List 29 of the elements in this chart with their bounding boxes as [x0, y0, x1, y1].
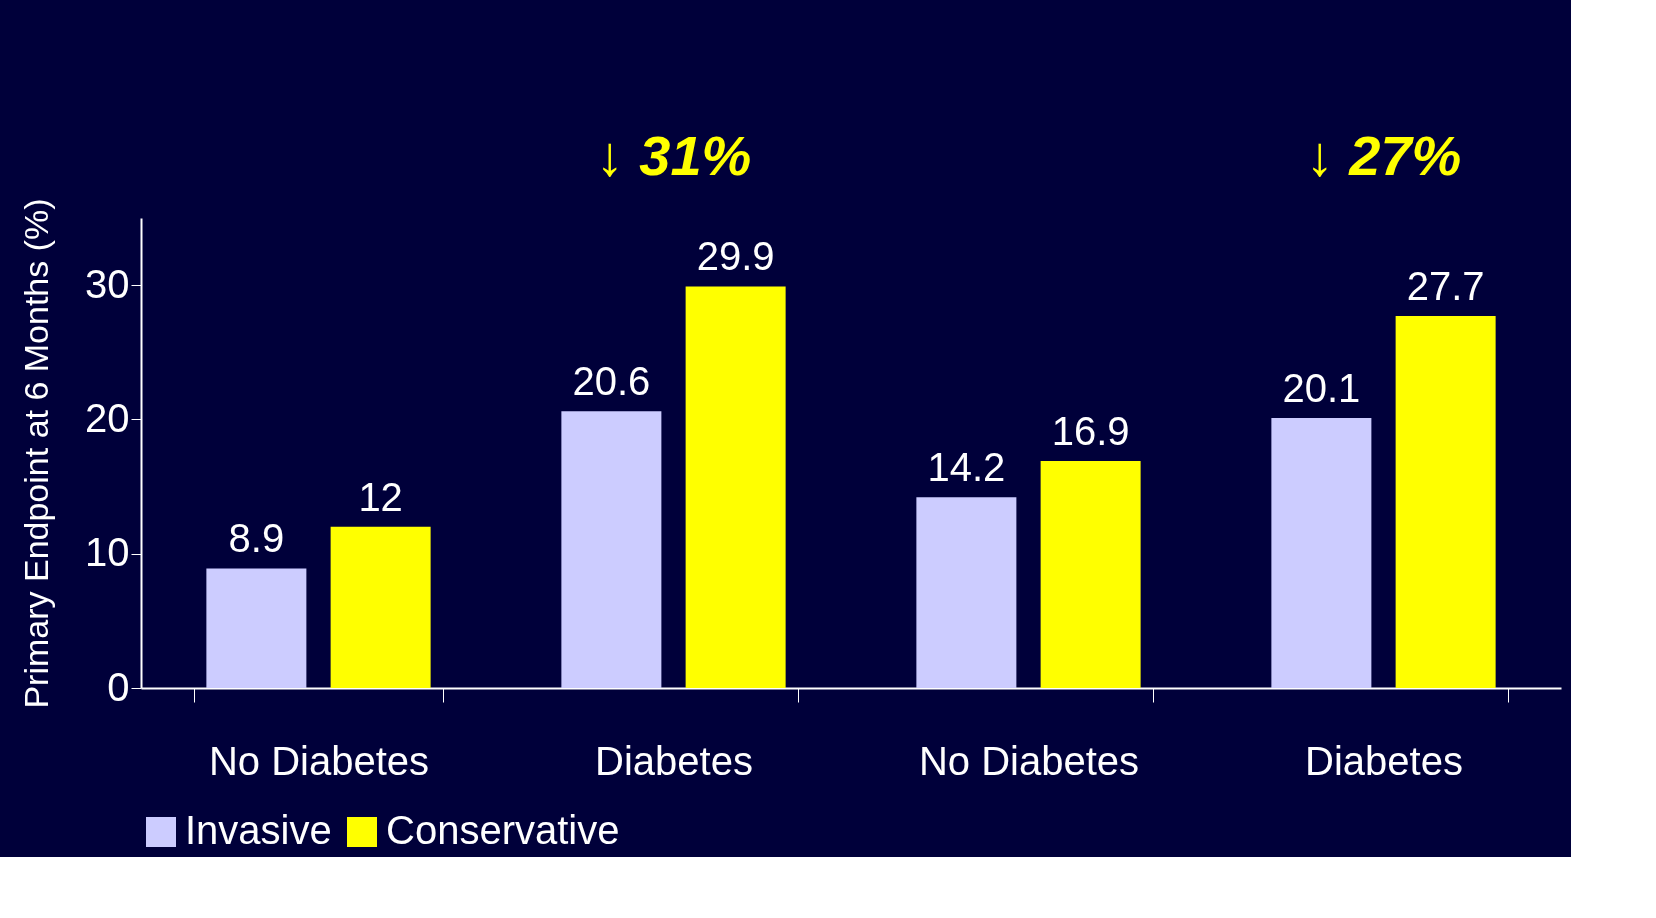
- x-tick-label: Diabetes: [595, 738, 753, 783]
- legend-label: Invasive: [185, 808, 332, 852]
- data-label: 20.1: [1282, 366, 1361, 411]
- y-tick-label: 20: [85, 395, 130, 440]
- data-label: 29.9: [696, 234, 775, 279]
- bar: [206, 568, 307, 688]
- y-tick-label: 0: [107, 664, 130, 709]
- bar: [685, 286, 786, 688]
- legend-label: Conservative: [386, 808, 620, 852]
- bar: [330, 526, 431, 688]
- data-label: 8.9: [228, 516, 285, 561]
- data-label: 20.6: [572, 359, 651, 404]
- y-axis-title: Primary Endpoint at 6 Months (%): [17, 198, 56, 709]
- x-tick-label: No Diabetes: [918, 738, 1140, 783]
- y-tick-label: 30: [85, 261, 130, 306]
- data-label: 16.9: [1051, 409, 1130, 454]
- bar: [1040, 461, 1141, 688]
- text: ↓ 31%: [595, 124, 752, 187]
- bar: [1271, 418, 1372, 688]
- data-label: 14.2: [927, 445, 1006, 490]
- x-tick-label: Diabetes: [1305, 738, 1463, 783]
- bar: [1395, 316, 1496, 688]
- y-tick-label: 10: [85, 530, 130, 575]
- text: ↓ 27%: [1305, 124, 1462, 187]
- bar: [561, 411, 662, 688]
- x-tick-label: No Diabetes: [208, 738, 430, 783]
- data-label: 12: [358, 474, 403, 519]
- data-label: 27.7: [1406, 264, 1485, 309]
- bar: [916, 497, 1017, 688]
